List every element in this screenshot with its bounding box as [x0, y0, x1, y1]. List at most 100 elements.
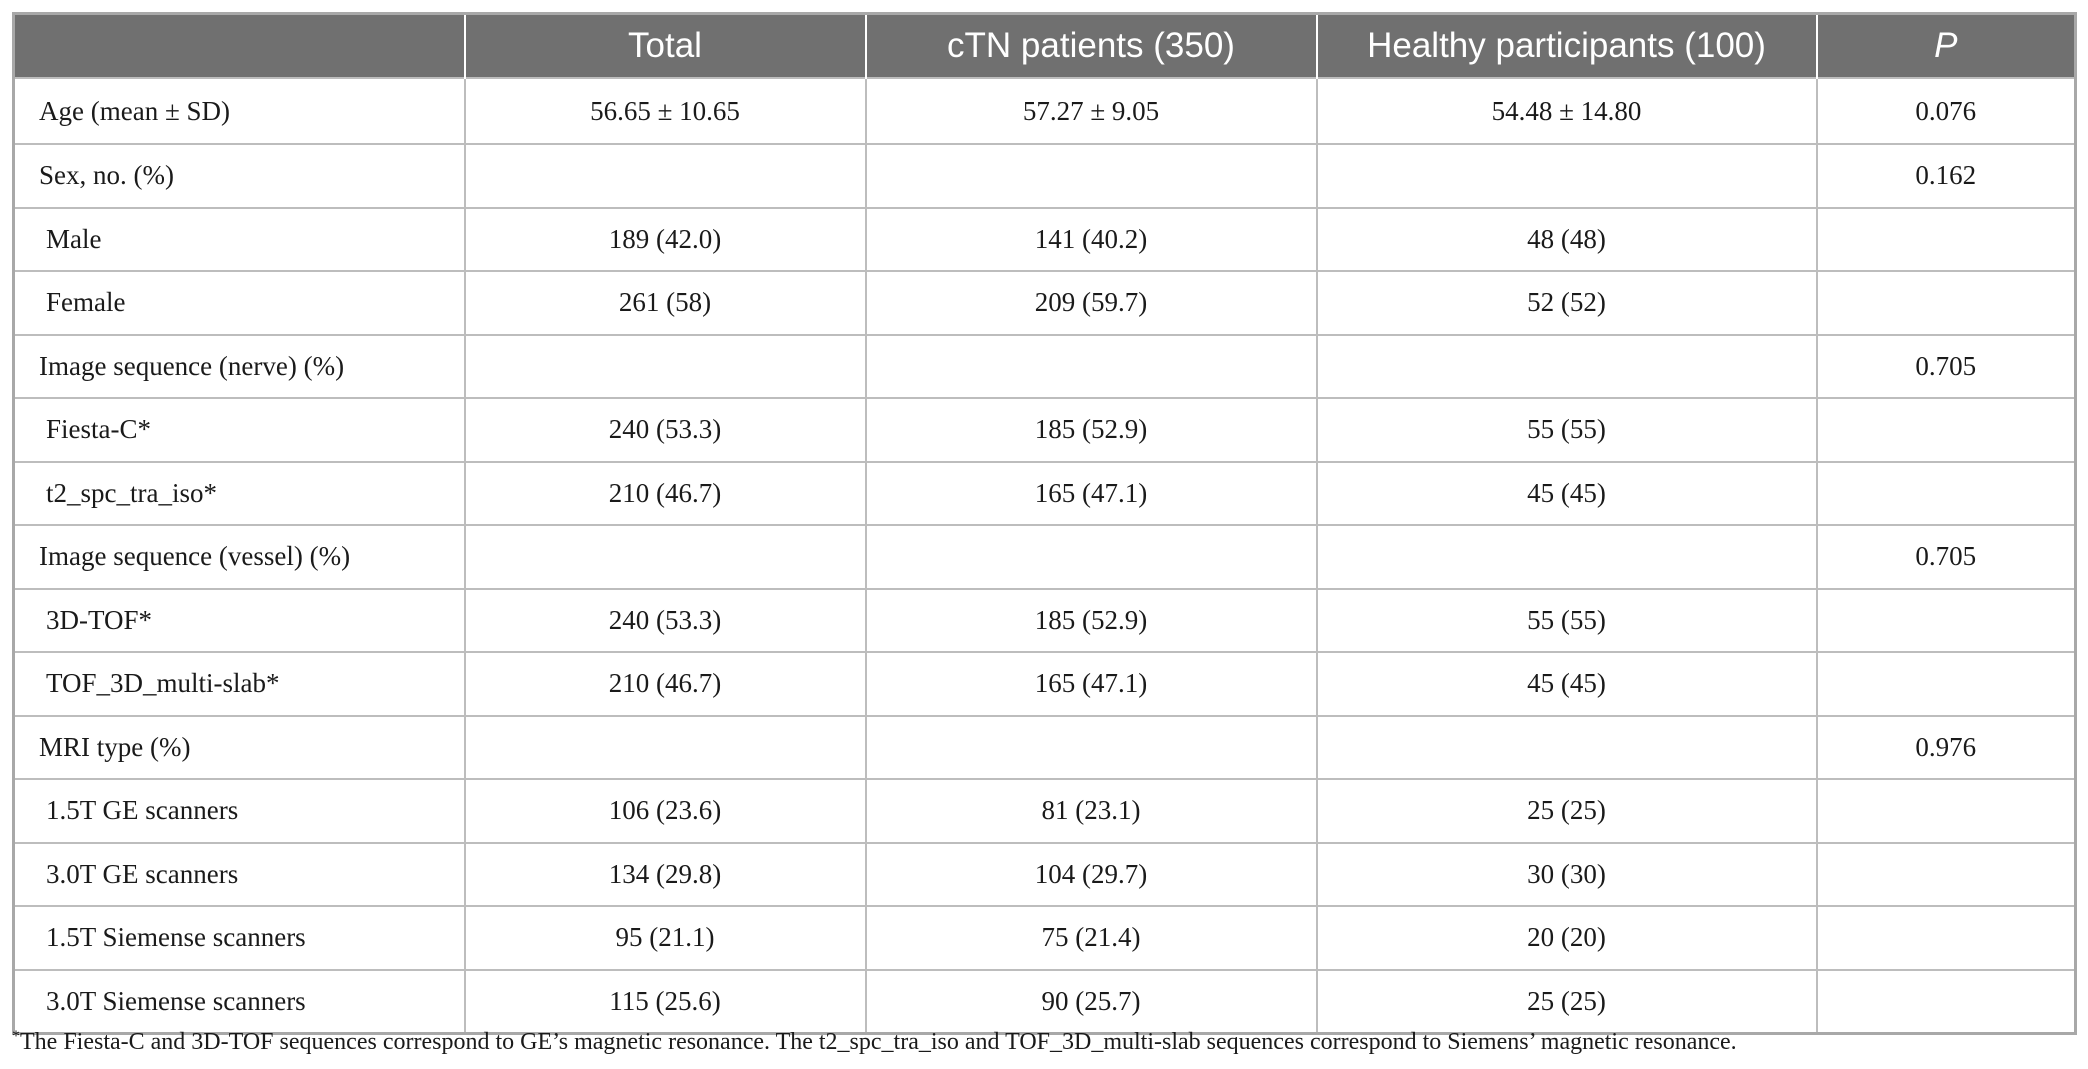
- ctn-patients-cell: [864, 714, 1318, 780]
- ctn-patients-cell: 165 (47.1): [864, 651, 1318, 717]
- total-cell: 210 (46.7): [463, 651, 867, 717]
- footnote-marker: *: [12, 1028, 20, 1045]
- ctn-patients-cell: 185 (52.9): [864, 587, 1318, 653]
- row-label-cell: t2_spc_tra_iso*: [12, 460, 466, 526]
- total-cell: 240 (53.3): [463, 397, 867, 463]
- p-value-cell: 0.162: [1815, 143, 2077, 209]
- header-p-value: P: [1815, 13, 2076, 78]
- row-label-cell: Fiesta-C*: [12, 397, 466, 463]
- healthy-participants-cell: [1315, 714, 1818, 780]
- ctn-patients-cell: 165 (47.1): [864, 460, 1318, 526]
- p-value-cell: [1815, 270, 2077, 336]
- table-row: 1.5T Siemense scanners 95 (21.1) 75 (21.4)…: [12, 905, 2077, 971]
- healthy-participants-cell: 25 (25): [1315, 778, 1818, 844]
- table-footnote: *The Fiesta-C and 3D-TOF sequences corre…: [12, 1028, 1737, 1056]
- table-row: 3.0T Siemense scanners 115 (25.6) 90 (25.7…: [12, 968, 2077, 1035]
- row-label-cell: 1.5T GE scanners: [12, 778, 466, 844]
- row-label-cell: Female: [12, 270, 466, 336]
- ctn-patients-cell: 57.27 ± 9.05: [864, 77, 1318, 145]
- total-cell: 115 (25.6): [463, 968, 867, 1035]
- row-label-cell: Sex, no. (%): [12, 143, 466, 209]
- table-row: Sex, no. (%) 0.162: [12, 143, 2077, 209]
- ctn-patients-cell: 104 (29.7): [864, 841, 1318, 907]
- healthy-participants-cell: 55 (55): [1315, 587, 1818, 653]
- row-label-cell: 3.0T Siemense scanners: [12, 968, 466, 1035]
- p-value-cell: [1815, 651, 2077, 717]
- ctn-patients-cell: [864, 333, 1318, 399]
- healthy-participants-cell: 30 (30): [1315, 841, 1818, 907]
- total-cell: 189 (42.0): [463, 206, 867, 272]
- row-label-cell: 1.5T Siemense scanners: [12, 905, 466, 971]
- healthy-participants-cell: 55 (55): [1315, 397, 1818, 463]
- header-total: Total: [463, 13, 867, 78]
- p-value-cell: [1815, 841, 2077, 907]
- total-cell: [463, 714, 867, 780]
- p-value-cell: [1815, 460, 2077, 526]
- row-label-cell: Male: [12, 206, 466, 272]
- footnote-text: The Fiesta-C and 3D-TOF sequences corres…: [20, 1029, 1737, 1055]
- ctn-patients-cell: 185 (52.9): [864, 397, 1318, 463]
- p-value-cell: 0.076: [1815, 77, 2077, 145]
- row-label-cell: Age (mean ± SD): [12, 77, 466, 145]
- row-label-cell: 3D-TOF*: [12, 587, 466, 653]
- table-row: Fiesta-C* 240 (53.3) 185 (52.9) 55 (55): [12, 397, 2077, 463]
- table-body: Age (mean ± SD) 56.65 ± 10.65 57.27 ± 9.05…: [12, 77, 2077, 1035]
- total-cell: 134 (29.8): [463, 841, 867, 907]
- header-row: Total cTN patients (350) Healthy partici…: [13, 13, 2076, 78]
- healthy-participants-cell: 52 (52): [1315, 270, 1818, 336]
- table-row: Age (mean ± SD) 56.65 ± 10.65 57.27 ± 9.05…: [12, 77, 2077, 145]
- healthy-participants-cell: [1315, 333, 1818, 399]
- demographics-table-container: Total cTN patients (350) Healthy partici…: [12, 12, 2077, 1035]
- total-cell: 240 (53.3): [463, 587, 867, 653]
- ctn-patients-cell: 81 (23.1): [864, 778, 1318, 844]
- total-cell: 56.65 ± 10.65: [463, 77, 867, 145]
- table-row: Image sequence (nerve) (%) 0.705: [12, 333, 2077, 399]
- healthy-participants-cell: 54.48 ± 14.80: [1315, 77, 1818, 145]
- row-label-cell: 3.0T GE scanners: [12, 841, 466, 907]
- p-value-cell: 0.976: [1815, 714, 2077, 780]
- demographics-table: Total cTN patients (350) Healthy partici…: [12, 12, 2077, 1035]
- total-cell: [463, 524, 867, 590]
- total-cell: [463, 143, 867, 209]
- row-label-cell: MRI type (%): [12, 714, 466, 780]
- table-row: t2_spc_tra_iso* 210 (46.7) 165 (47.1) 45 (4…: [12, 460, 2077, 526]
- healthy-participants-cell: 25 (25): [1315, 968, 1818, 1035]
- healthy-participants-cell: [1315, 524, 1818, 590]
- table-row: 3D-TOF* 240 (53.3) 185 (52.9) 55 (55): [12, 587, 2077, 653]
- header-healthy-participants: Healthy participants (100): [1315, 13, 1818, 78]
- ctn-patients-cell: 209 (59.7): [864, 270, 1318, 336]
- table-row: MRI type (%) 0.976: [12, 714, 2077, 780]
- total-cell: 261 (58): [463, 270, 867, 336]
- healthy-participants-cell: [1315, 143, 1818, 209]
- p-value-cell: [1815, 968, 2077, 1035]
- table-header: Total cTN patients (350) Healthy partici…: [13, 13, 2076, 78]
- header-variable: [13, 13, 466, 78]
- p-value-cell: 0.705: [1815, 524, 2077, 590]
- p-value-cell: [1815, 397, 2077, 463]
- total-cell: [463, 333, 867, 399]
- header-ctn-patients: cTN patients (350): [864, 13, 1318, 78]
- healthy-participants-cell: 20 (20): [1315, 905, 1818, 971]
- healthy-participants-cell: 45 (45): [1315, 460, 1818, 526]
- table-row: 3.0T GE scanners 134 (29.8) 104 (29.7) 30 (…: [12, 841, 2077, 907]
- p-value-cell: [1815, 206, 2077, 272]
- table-row: Female 261 (58) 209 (59.7) 52 (52): [12, 270, 2077, 336]
- row-label-cell: TOF_3D_multi-slab*: [12, 651, 466, 717]
- table-row: Male 189 (42.0) 141 (40.2) 48 (48): [12, 206, 2077, 272]
- row-label-cell: Image sequence (vessel) (%): [12, 524, 466, 590]
- total-cell: 210 (46.7): [463, 460, 867, 526]
- table-row: 1.5T GE scanners 106 (23.6) 81 (23.1) 25 (2…: [12, 778, 2077, 844]
- table-row: Image sequence (vessel) (%) 0.705: [12, 524, 2077, 590]
- ctn-patients-cell: [864, 143, 1318, 209]
- ctn-patients-cell: 90 (25.7): [864, 968, 1318, 1035]
- healthy-participants-cell: 48 (48): [1315, 206, 1818, 272]
- total-cell: 95 (21.1): [463, 905, 867, 971]
- ctn-patients-cell: [864, 524, 1318, 590]
- ctn-patients-cell: 141 (40.2): [864, 206, 1318, 272]
- p-value-cell: [1815, 778, 2077, 844]
- p-value-cell: [1815, 905, 2077, 971]
- table-row: TOF_3D_multi-slab* 210 (46.7) 165 (47.1) 45…: [12, 651, 2077, 717]
- total-cell: 106 (23.6): [463, 778, 867, 844]
- healthy-participants-cell: 45 (45): [1315, 651, 1818, 717]
- p-value-cell: 0.705: [1815, 333, 2077, 399]
